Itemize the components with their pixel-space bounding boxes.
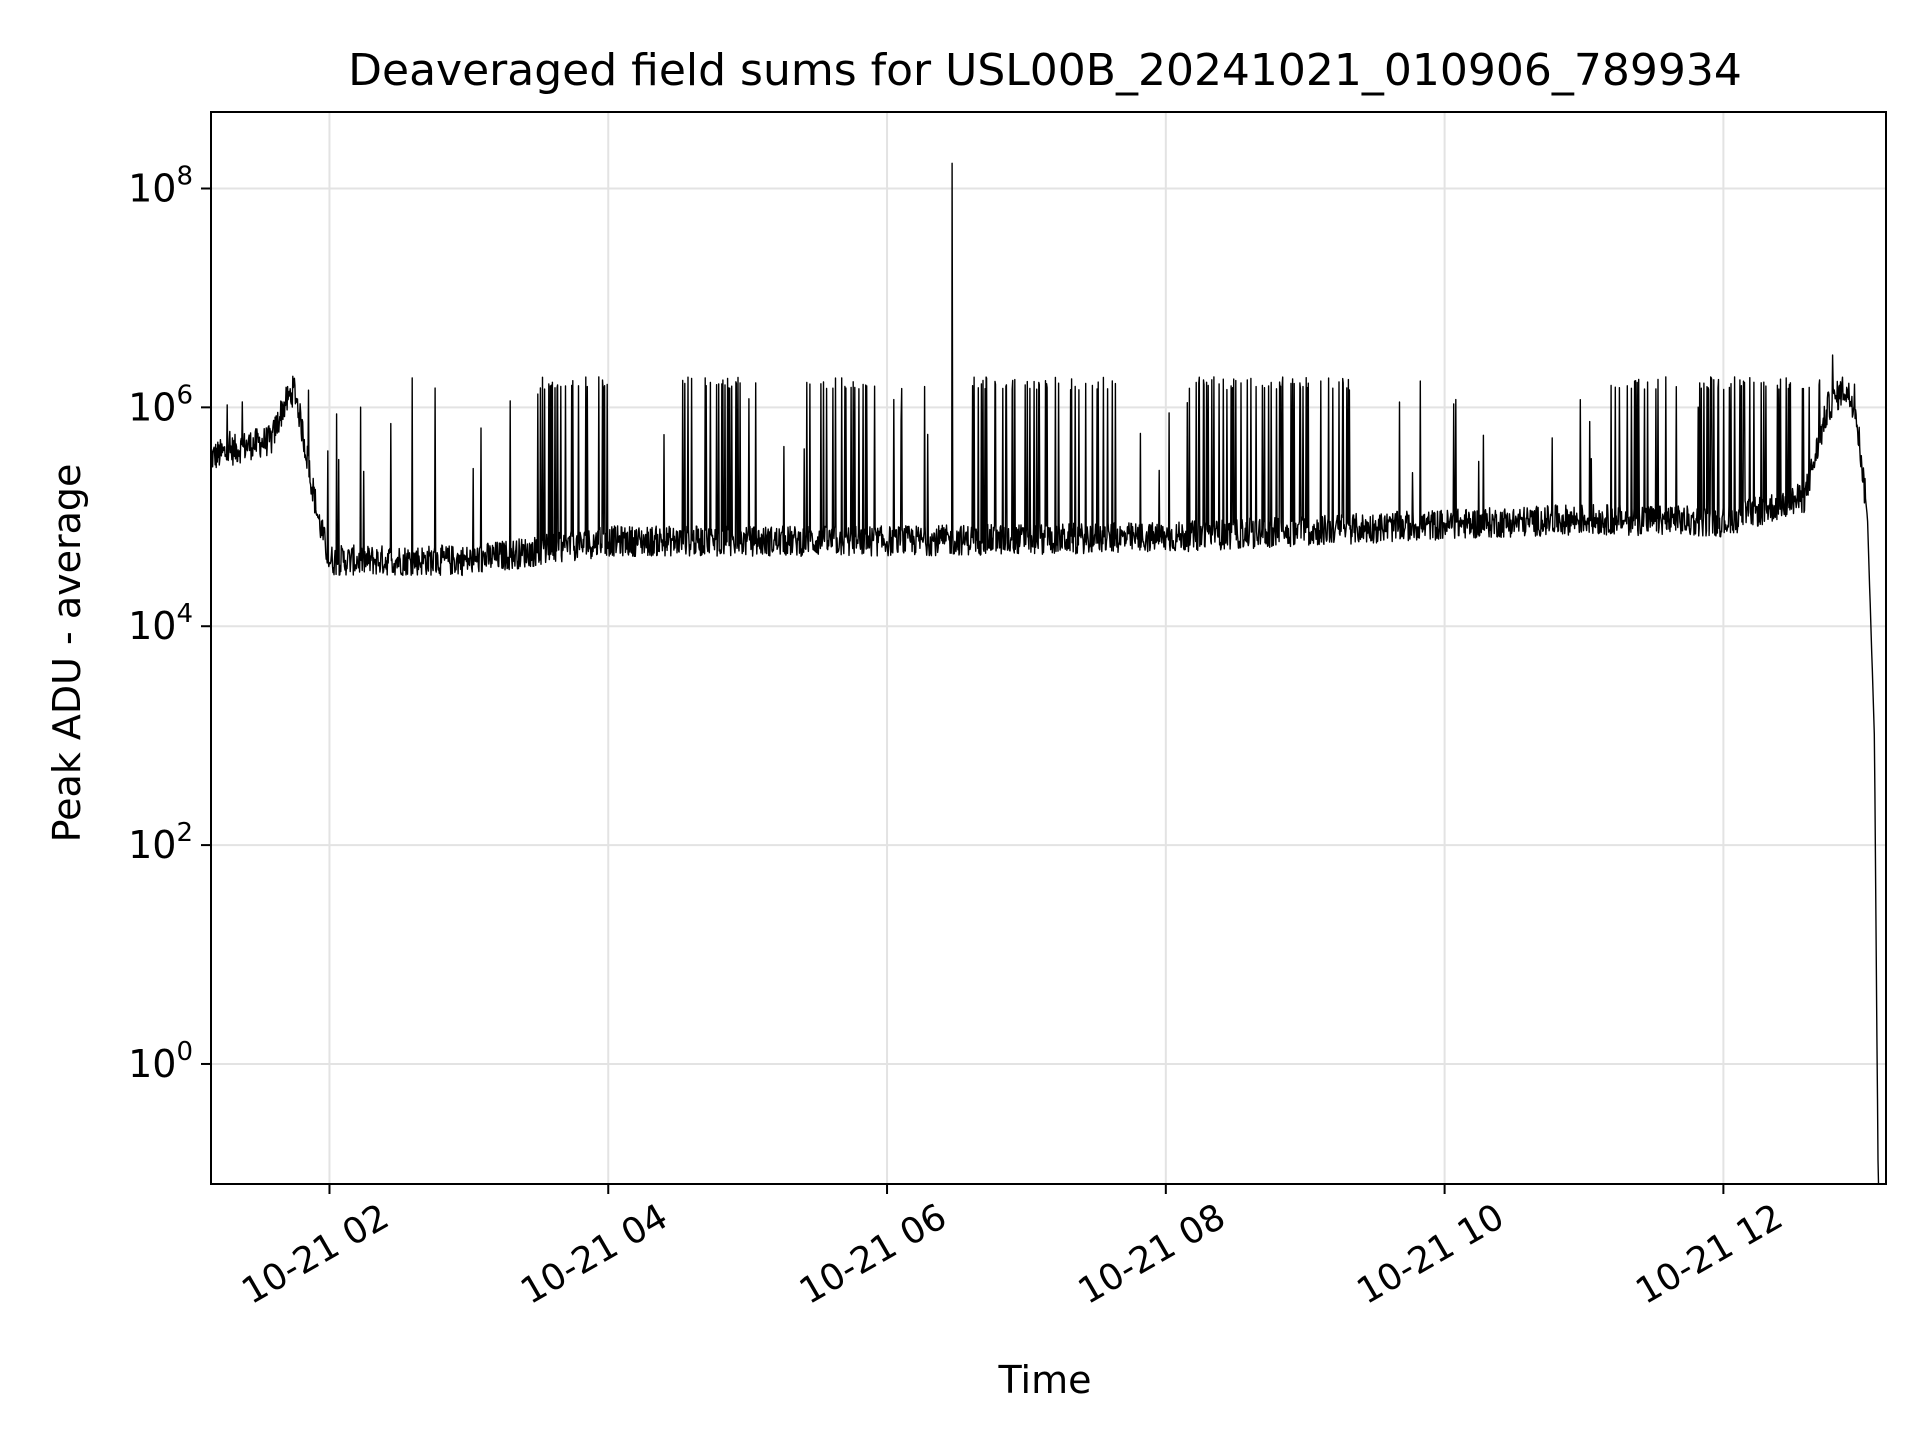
y-tick-label: 104 [128, 599, 193, 648]
y-tick-exponent: 8 [176, 161, 193, 191]
y-axis-label: Peak ADU - average [45, 464, 89, 843]
y-tick-base: 10 [128, 604, 176, 648]
y-tick-exponent: 6 [176, 380, 193, 410]
series-layer [210, 162, 1880, 1185]
y-tick-label: 102 [128, 818, 193, 867]
chart-title: Deaveraged field sums for USL00B_2024102… [348, 45, 1742, 96]
y-tick-base: 10 [128, 166, 176, 210]
y-tick-base: 10 [128, 385, 176, 429]
grid [211, 112, 1886, 1184]
plot-frame [210, 111, 1887, 1185]
y-tick-exponent: 2 [176, 818, 193, 848]
y-tick-base: 10 [128, 1042, 176, 1086]
y-tick-label: 108 [128, 161, 193, 210]
y-tick-base: 10 [128, 823, 176, 867]
y-tick-exponent: 4 [176, 599, 193, 629]
y-tick-label: 106 [128, 380, 193, 429]
y-tick-exponent: 0 [176, 1037, 193, 1067]
series-line [210, 162, 1880, 1185]
x-axis-label: Time [998, 1358, 1092, 1402]
y-tick-label: 100 [128, 1037, 193, 1086]
